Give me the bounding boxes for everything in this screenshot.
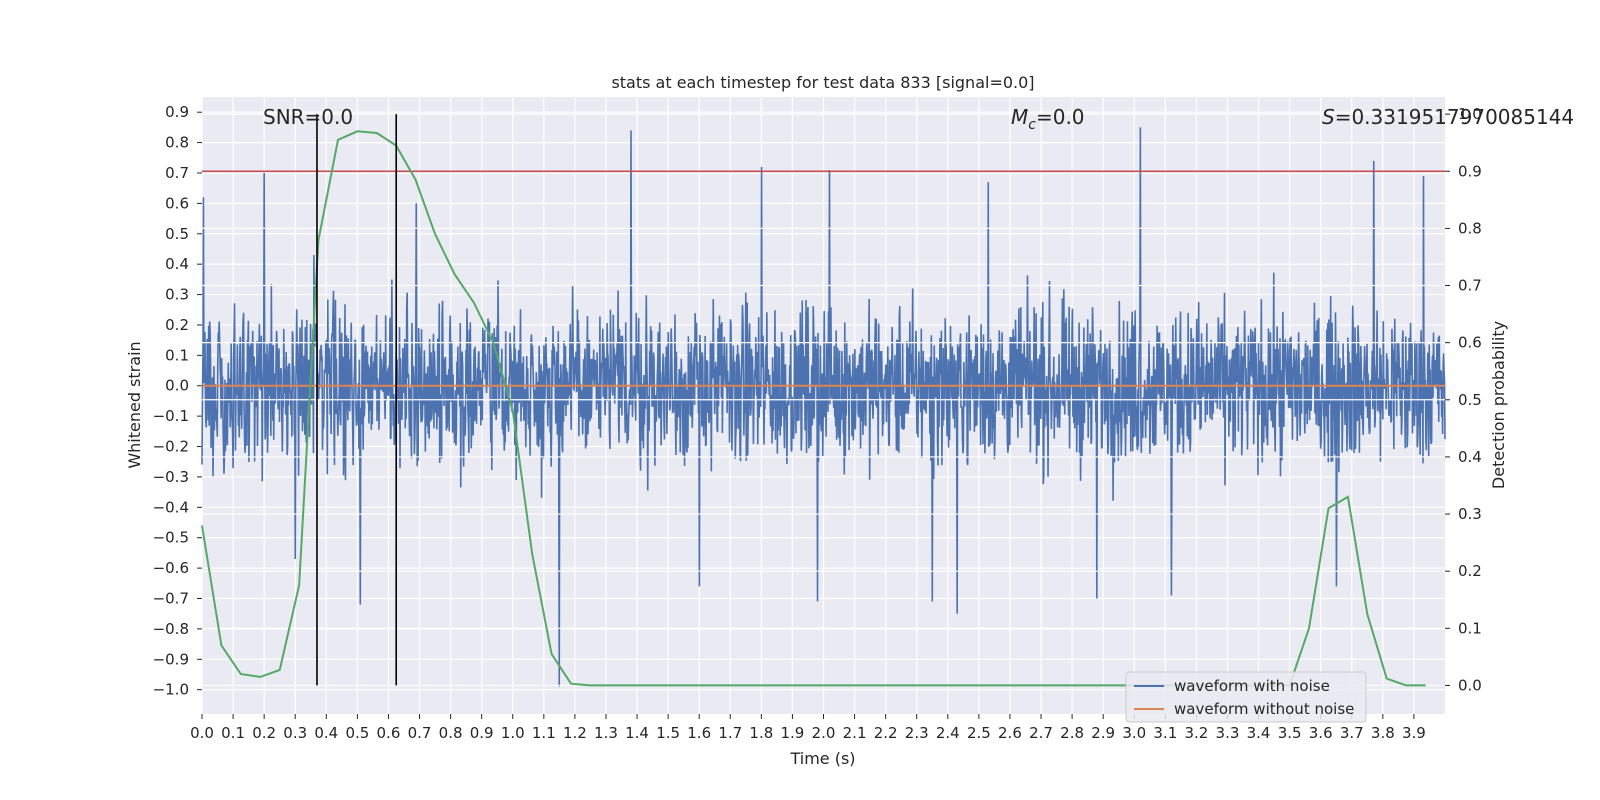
chirp-mass-annotation: Mc=0.0 [1011, 105, 1085, 133]
legend-label-noise: waveform with noise [1174, 677, 1330, 695]
y-tick-label: 0.1 [165, 346, 189, 364]
y2-tick-label: 0.1 [1458, 619, 1482, 637]
y2-tick-label: 0.5 [1458, 391, 1482, 409]
x-tick-label: 1.8 [749, 724, 773, 742]
x-tick-label: 1.9 [780, 724, 804, 742]
x-tick-label: 0.6 [377, 724, 401, 742]
y-tick-label: −0.4 [153, 498, 189, 516]
y2-tick-label: 0.0 [1458, 676, 1482, 694]
x-tick-label: 3.4 [1247, 724, 1271, 742]
x-tick-label: 1.7 [718, 724, 742, 742]
x-tick-label: 3.5 [1278, 724, 1302, 742]
x-tick-label: 3.8 [1371, 724, 1395, 742]
x-tick-label: 3.3 [1216, 724, 1240, 742]
x-tick-label: 0.5 [345, 724, 369, 742]
y-tick-label: −0.7 [153, 590, 189, 608]
x-tick-label: 2.0 [812, 724, 836, 742]
x-tick-label: 3.1 [1153, 724, 1177, 742]
y-tick-label: −0.6 [153, 559, 189, 577]
y-tick-label: −0.9 [153, 650, 189, 668]
y2-tick-label: 0.2 [1458, 562, 1482, 580]
x-tick-label: 2.5 [967, 724, 991, 742]
x-tick-label: 2.2 [874, 724, 898, 742]
y-tick-label: 0.6 [165, 194, 189, 212]
x-tick-label: 3.7 [1340, 724, 1364, 742]
x-tick-label: 0.2 [252, 724, 276, 742]
y-tick-label: 0.8 [165, 134, 189, 152]
y-tick-labels: 0.9 0.8 0.7 0.6 0.5 0.4 0.3 0.2 0.1 0.0 −0.1 −0.2 −0… [153, 103, 189, 698]
x-axis-label: Time (s) [789, 749, 855, 768]
x-tick-label: 1.2 [563, 724, 587, 742]
y-tick-label: −0.2 [153, 438, 189, 456]
x-tick-labels: 0.0 0.1 0.2 0.3 0.4 0.5 0.6 0.7 0.8 0.9 1.0 1.1 1.2 1… [190, 724, 1426, 742]
x-tick-label: 3.2 [1184, 724, 1208, 742]
x-tick-label: 1.1 [532, 724, 556, 742]
x-tick-label: 1.3 [594, 724, 618, 742]
y-tick-label: 0.3 [165, 286, 189, 304]
x-tick-label: 3.6 [1309, 724, 1333, 742]
y-tick-label: −0.8 [153, 620, 189, 638]
score-annotation: S=0.3319517970085144 [1322, 105, 1574, 129]
y2-tick-label: 0.3 [1458, 505, 1482, 523]
legend: waveform with noise waveform without noi… [1125, 671, 1367, 723]
chart-title: stats at each timestep for test data 833… [611, 73, 1034, 92]
x-tick-label: 0.3 [283, 724, 307, 742]
y-tick-label: −0.5 [153, 529, 189, 547]
y2-tick-label: 1.0 [1458, 105, 1482, 123]
y-axis-label: Whitened strain [125, 341, 144, 468]
y-tick-label: −0.3 [153, 468, 189, 486]
y-tick-label: 0.7 [165, 164, 189, 182]
y2-tick-labels: 1.0 0.9 0.8 0.7 0.6 0.5 0.4 0.3 0.2 0.1 0.0 [1458, 105, 1482, 694]
y2-tick-label: 0.4 [1458, 448, 1482, 466]
y-tick-label: 0.2 [165, 316, 189, 334]
x-tick-label: 2.4 [936, 724, 960, 742]
y2-tick-label: 0.9 [1458, 162, 1482, 180]
x-tick-label: 1.5 [656, 724, 680, 742]
y-tick-label: 0.9 [165, 103, 189, 121]
legend-label-clean: waveform without noise [1174, 700, 1354, 718]
x-tick-label: 2.3 [905, 724, 929, 742]
x-tick-label: 2.7 [1029, 724, 1053, 742]
x-tick-label: 2.9 [1091, 724, 1115, 742]
y2-tick-label: 0.7 [1458, 277, 1482, 295]
x-tick-label: 2.1 [843, 724, 867, 742]
x-tick-label: 0.8 [439, 724, 463, 742]
x-tick-label: 0.0 [190, 724, 214, 742]
x-tick-label: 3.0 [1122, 724, 1146, 742]
x-tick-label: 3.9 [1402, 724, 1426, 742]
x-tick-label: 2.8 [1060, 724, 1084, 742]
x-tick-label: 1.6 [687, 724, 711, 742]
waveform-with-noise-trace [201, 127, 1446, 687]
y2-tick-label: 0.6 [1458, 334, 1482, 352]
x-tick-label: 1.4 [625, 724, 649, 742]
x-tick-label: 2.6 [998, 724, 1022, 742]
event-window-lines [316, 114, 398, 686]
y-tick-label: 0.5 [165, 225, 189, 243]
waveform-with-noise-series [201, 127, 1446, 687]
y2-axis-label: Detection probability [1489, 321, 1508, 489]
y-tick-label: 0.0 [165, 377, 189, 395]
x-tick-label: 0.7 [408, 724, 432, 742]
y-tick-label: 0.4 [165, 255, 189, 273]
snr-annotation: SNR=0.0 [263, 105, 353, 129]
y2-tick-label: 0.8 [1458, 219, 1482, 237]
x-tick-label: 1.0 [501, 724, 525, 742]
x-tick-label: 0.1 [221, 724, 245, 742]
legend-box [1125, 671, 1367, 723]
x-tick-label: 0.4 [314, 724, 338, 742]
x-tick-label: 0.9 [470, 724, 494, 742]
y-tick-label: −0.1 [153, 407, 189, 425]
y-tick-label: −1.0 [153, 681, 189, 699]
